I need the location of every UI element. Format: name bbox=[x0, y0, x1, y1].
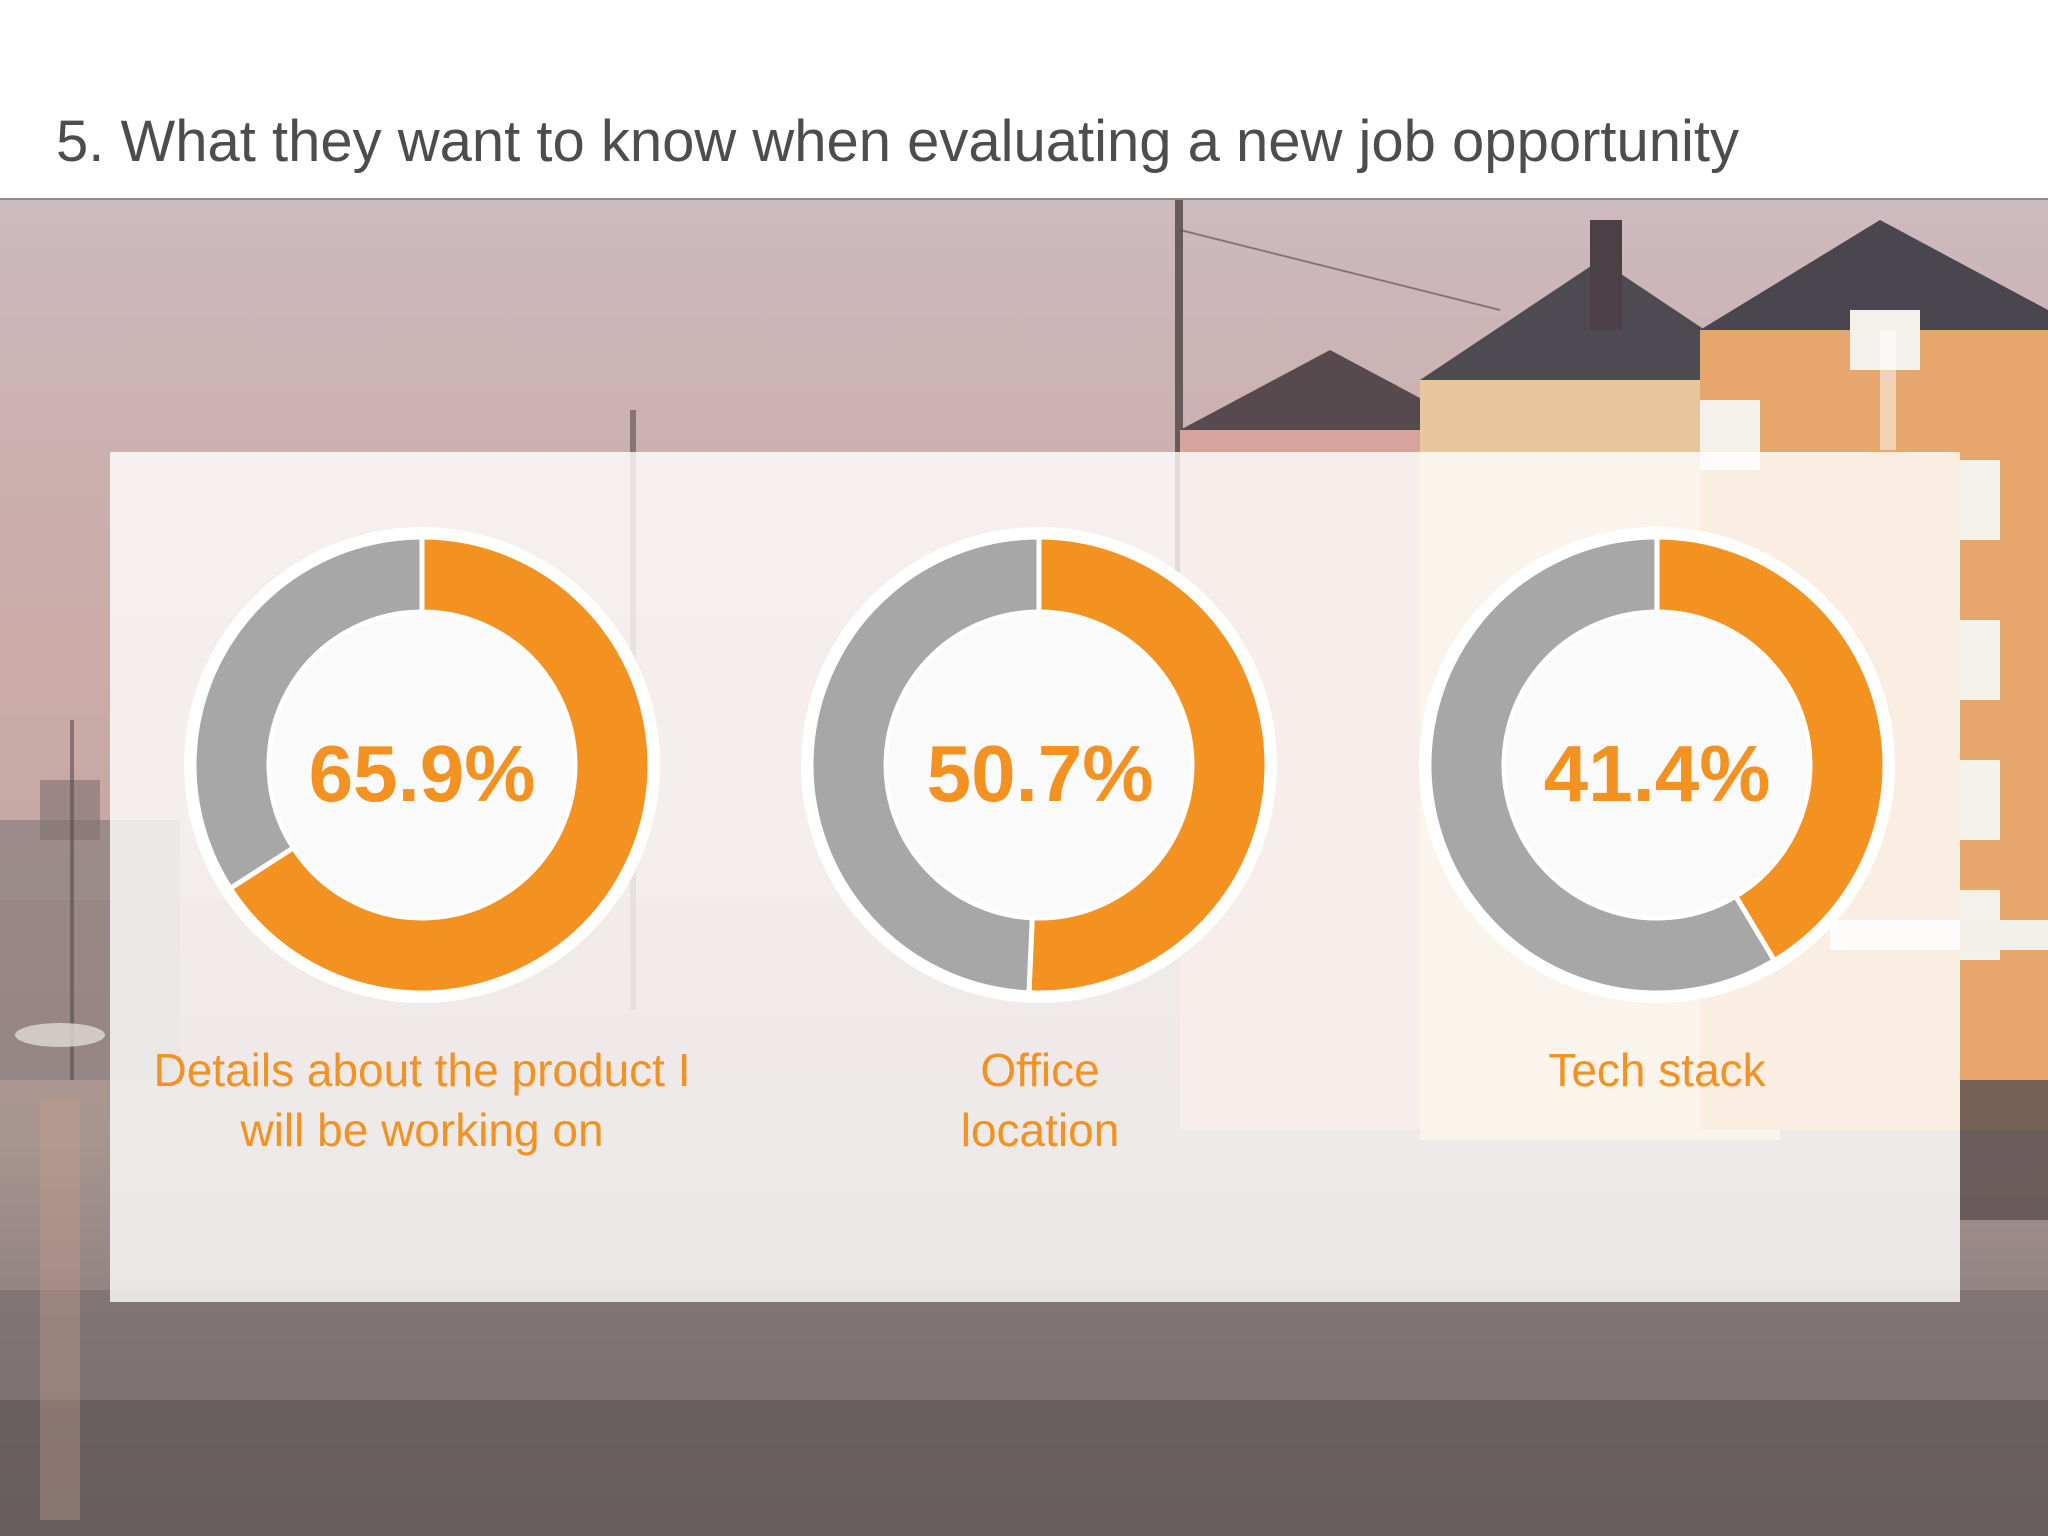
donut-value-label: 65.9% bbox=[308, 729, 536, 818]
donut-category-label: Office location bbox=[960, 1044, 1120, 1156]
chart-panel: 65.9% 50.7% 41.4% Details about the prod… bbox=[110, 452, 1960, 1302]
donut-slice-value bbox=[226, 534, 653, 996]
donut-value-label: 41.4% bbox=[1543, 729, 1771, 818]
donut-charts bbox=[184, 527, 1895, 1003]
donut-hole bbox=[888, 614, 1190, 916]
slide-title: 5. What they want to know when evaluatin… bbox=[56, 109, 1740, 174]
donut-slice-remainder bbox=[808, 534, 1042, 996]
donut-slice-value bbox=[1654, 534, 1888, 964]
donut-slice-remainder bbox=[1426, 534, 1778, 996]
donut-category-label: Details about the product I will be work… bbox=[153, 1044, 691, 1156]
donut-slice-remainder bbox=[191, 534, 425, 892]
donut-value-label: 50.7% bbox=[926, 729, 1154, 818]
donut-slice-value bbox=[1026, 534, 1270, 996]
title-divider bbox=[0, 198, 2048, 200]
title-bar: 5. What they want to know when evaluatin… bbox=[0, 0, 2048, 198]
donut-hole bbox=[271, 614, 573, 916]
donut-hole bbox=[1506, 614, 1808, 916]
donut-category-label: Tech stack bbox=[1548, 1044, 1766, 1096]
